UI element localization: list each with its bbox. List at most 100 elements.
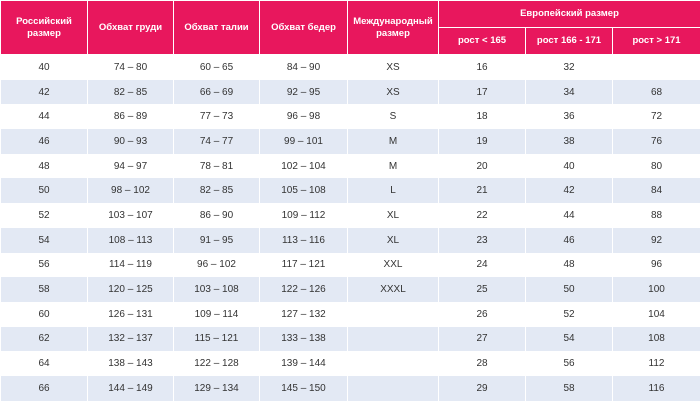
group-header: Европейский размер bbox=[438, 0, 700, 28]
table-row: 58 120 – 125 103 – 108 122 – 126 XXXL 25 50 100 bbox=[0, 277, 700, 302]
table-row: 56 114 – 119 96 – 102 117 – 121 XXL 24 48 96 bbox=[0, 252, 700, 278]
size-table: Российский размер Обхват груди Обхват тали… bbox=[0, 0, 700, 401]
table-cell: 50 bbox=[0, 178, 88, 204]
table-cell: 96 bbox=[612, 252, 700, 278]
table-cell: 88 bbox=[612, 203, 700, 228]
table-cell: 94 – 97 bbox=[87, 153, 174, 179]
table-cell: 109 – 114 bbox=[173, 301, 260, 327]
table-cell: 21 bbox=[438, 178, 526, 204]
table-cell: 52 bbox=[0, 203, 88, 228]
table-cell: 92 – 95 bbox=[259, 79, 348, 105]
table-cell: 112 bbox=[612, 351, 700, 376]
table-cell: 48 bbox=[525, 252, 613, 278]
table-cell: 44 bbox=[525, 203, 613, 228]
table-cell: 113 – 116 bbox=[259, 227, 348, 253]
table-cell bbox=[347, 301, 439, 327]
table-row: 46 90 – 93 74 – 77 99 – 101 M 19 38 76 bbox=[0, 129, 700, 154]
table-cell: 126 – 131 bbox=[87, 301, 174, 327]
table-cell: 127 – 132 bbox=[259, 301, 348, 327]
table-cell: 91 – 95 bbox=[173, 227, 260, 253]
table-cell: 96 – 102 bbox=[173, 252, 260, 278]
table-cell bbox=[612, 54, 700, 80]
table-row: 44 86 – 89 77 – 73 96 – 98 S 18 36 72 bbox=[0, 104, 700, 130]
table-cell: 18 bbox=[438, 104, 526, 130]
table-cell: 77 – 73 bbox=[173, 104, 260, 130]
table-cell: 28 bbox=[438, 351, 526, 376]
table-cell: 60 bbox=[0, 301, 88, 327]
table-cell: 48 bbox=[0, 153, 88, 179]
table-cell: 54 bbox=[0, 227, 88, 253]
table-cell: 56 bbox=[0, 252, 88, 278]
subcolumn-header: рост < 165 bbox=[438, 27, 526, 55]
table-cell: 44 bbox=[0, 104, 88, 130]
table-cell: 98 – 102 bbox=[87, 178, 174, 204]
table-cell: S bbox=[347, 104, 439, 130]
subcolumn-header: рост 166 - 171 bbox=[525, 27, 613, 55]
table-row: 66 144 – 149 129 – 134 145 – 150 29 58 116 bbox=[0, 375, 700, 401]
table-cell: 104 bbox=[612, 301, 700, 327]
table-row: 60 126 – 131 109 – 114 127 – 132 26 52 104 bbox=[0, 301, 700, 327]
table-cell: XS bbox=[347, 54, 439, 80]
table-row: 52 103 – 107 86 – 90 109 – 112 XL 22 44 88 bbox=[0, 203, 700, 228]
table-body: 40 74 – 80 60 – 65 84 – 90 XS 16 32 42 82 – 85 66… bbox=[0, 54, 700, 401]
table-cell: 74 – 80 bbox=[87, 54, 174, 80]
table-cell: 105 – 108 bbox=[259, 178, 348, 204]
table-cell: 78 – 81 bbox=[173, 153, 260, 179]
table-cell: XL bbox=[347, 203, 439, 228]
table-cell: 46 bbox=[525, 227, 613, 253]
table-cell: 108 – 113 bbox=[87, 227, 174, 253]
table-cell: 72 bbox=[612, 104, 700, 130]
table-cell: 114 – 119 bbox=[87, 252, 174, 278]
table-cell: 52 bbox=[525, 301, 613, 327]
table-cell: 40 bbox=[0, 54, 88, 80]
table-cell: 42 bbox=[0, 79, 88, 105]
table-cell: 19 bbox=[438, 129, 526, 154]
table-cell: 115 – 121 bbox=[173, 326, 260, 352]
table-cell: 82 – 85 bbox=[173, 178, 260, 204]
table-cell: 27 bbox=[438, 326, 526, 352]
table-cell: 96 – 98 bbox=[259, 104, 348, 130]
table-cell: 90 – 93 bbox=[87, 129, 174, 154]
table-cell: 117 – 121 bbox=[259, 252, 348, 278]
table-cell: 38 bbox=[525, 129, 613, 154]
table-row: 62 132 – 137 115 – 121 133 – 138 27 54 108 bbox=[0, 326, 700, 352]
table-cell bbox=[347, 375, 439, 401]
table-cell: 108 bbox=[612, 326, 700, 352]
table-cell: 74 – 77 bbox=[173, 129, 260, 154]
table-row: 54 108 – 113 91 – 95 113 – 116 XL 23 46 92 bbox=[0, 227, 700, 253]
table-cell: 122 – 126 bbox=[259, 277, 348, 302]
column-header: Обхват талии bbox=[173, 0, 260, 55]
table-cell: XS bbox=[347, 79, 439, 105]
table-cell: 42 bbox=[525, 178, 613, 204]
table-cell: 25 bbox=[438, 277, 526, 302]
table-cell: 86 – 89 bbox=[87, 104, 174, 130]
table-row: 48 94 – 97 78 – 81 102 – 104 M 20 40 80 bbox=[0, 153, 700, 179]
table-cell: 100 bbox=[612, 277, 700, 302]
table-cell: 138 – 143 bbox=[87, 351, 174, 376]
table-cell: 82 – 85 bbox=[87, 79, 174, 105]
table-cell: 103 – 107 bbox=[87, 203, 174, 228]
table-cell: 84 bbox=[612, 178, 700, 204]
column-header: Международный размер bbox=[347, 0, 439, 55]
table-cell: 99 – 101 bbox=[259, 129, 348, 154]
table-cell: 120 – 125 bbox=[87, 277, 174, 302]
table-cell: 29 bbox=[438, 375, 526, 401]
table-cell: 56 bbox=[525, 351, 613, 376]
table-cell: 76 bbox=[612, 129, 700, 154]
table-cell: 133 – 138 bbox=[259, 326, 348, 352]
table-cell: 32 bbox=[525, 54, 613, 80]
table-header: Российский размер Обхват груди Обхват тали… bbox=[0, 0, 700, 55]
table-cell: 54 bbox=[525, 326, 613, 352]
table-cell: 145 – 150 bbox=[259, 375, 348, 401]
header-row: рост < 165 рост 166 - 171 рост > 171 bbox=[1, 27, 700, 55]
table-cell bbox=[347, 351, 439, 376]
table-cell: 80 bbox=[612, 153, 700, 179]
table-cell: 64 bbox=[0, 351, 88, 376]
table-row: 40 74 – 80 60 – 65 84 – 90 XS 16 32 bbox=[0, 54, 700, 80]
table-cell: M bbox=[347, 153, 439, 179]
table-cell: M bbox=[347, 129, 439, 154]
table-cell: 60 – 65 bbox=[173, 54, 260, 80]
column-header: Российский размер bbox=[0, 0, 88, 55]
table-cell: 17 bbox=[438, 79, 526, 105]
